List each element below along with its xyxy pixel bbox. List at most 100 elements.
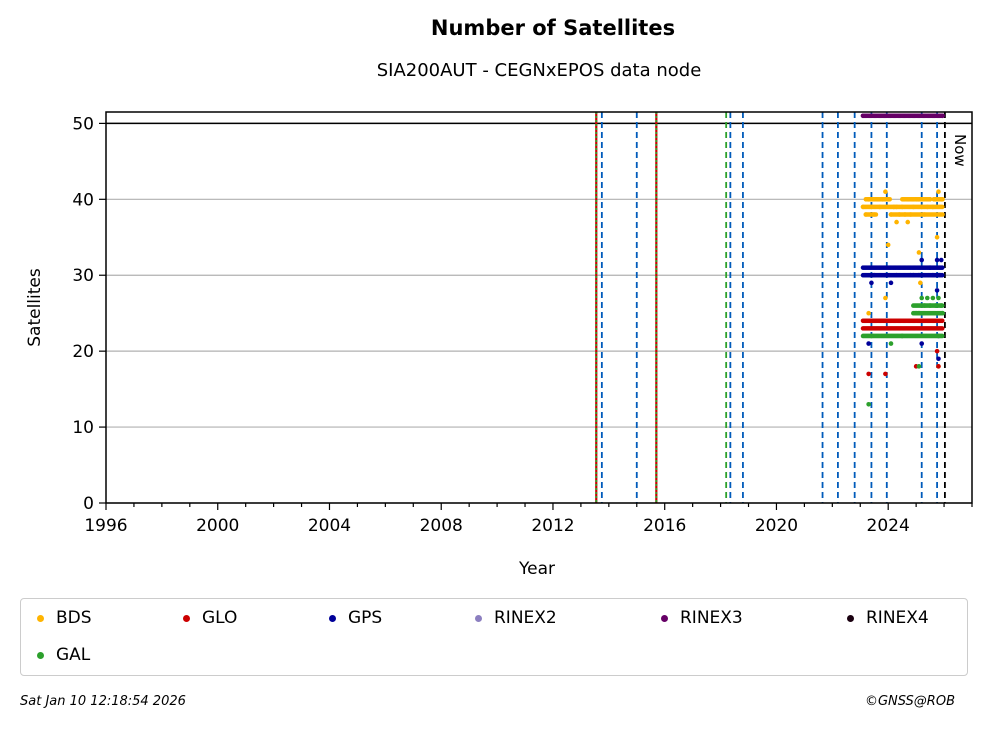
data-point [885, 197, 891, 202]
legend-marker-bds [37, 614, 44, 622]
data-point [916, 272, 922, 278]
legend-marker-rinex4 [847, 614, 854, 622]
x-tick-label: 2008 [420, 516, 463, 536]
legend-label: RINEX3 [680, 608, 743, 628]
legend-item-glo: GLO [183, 607, 237, 629]
data-point [899, 333, 905, 339]
data-point [934, 257, 940, 263]
data-point [940, 113, 945, 119]
x-tick-label: 1996 [84, 516, 127, 536]
legend-label: GAL [56, 645, 91, 665]
data-point [939, 318, 945, 324]
data-point [936, 356, 941, 362]
data-point [919, 257, 925, 263]
data-point [860, 204, 866, 210]
series-glo [860, 318, 945, 377]
y-tick-label: 20 [72, 342, 94, 362]
now-label: Now [951, 134, 969, 167]
legend-label: BDS [56, 608, 92, 628]
satellite-chart: Now 1996 2000 2004 2008 2012 2016 2020 2024 0 10 20… [25, 111, 973, 579]
data-point [930, 295, 936, 301]
data-point [919, 295, 925, 301]
legend-item-rinex4: RINEX4 [847, 607, 929, 629]
data-point [888, 212, 894, 217]
data-point [905, 219, 911, 225]
data-point [919, 341, 925, 346]
data-point [918, 280, 923, 286]
data-point [930, 272, 936, 278]
legend-marker-rinex3 [661, 614, 668, 622]
data-point [938, 257, 944, 263]
data-point [925, 204, 930, 210]
data-point [888, 280, 894, 286]
y-axis-label: Satellites [25, 268, 45, 347]
data-point [936, 295, 941, 301]
y-tick-label: 0 [83, 494, 94, 514]
y-tick-label: 50 [72, 114, 94, 134]
legend-marker-rinex2 [475, 614, 482, 622]
legend-item-gal: GAL [37, 644, 90, 666]
data-point [888, 341, 894, 346]
series-rinex3 [860, 113, 945, 119]
x-tick-label: 2012 [531, 516, 574, 536]
data-point [860, 113, 866, 119]
data-point [866, 341, 871, 346]
data-point [866, 310, 871, 316]
data-point [916, 250, 922, 255]
data-point [880, 197, 885, 202]
plot-frame [105, 111, 973, 504]
x-tick-label: 2024 [867, 516, 910, 536]
y-tick-label: 10 [72, 418, 94, 438]
legend: BDS GLO GPS RINEX2 RINEX3 RINEX4 GAL [20, 598, 968, 676]
chart-subtitle: SIA200AUT - CEGNxEPOS data node [376, 60, 702, 81]
data-point [894, 204, 899, 210]
data-point [937, 272, 943, 278]
data-point [866, 197, 871, 202]
data-point [938, 197, 944, 202]
data-point [936, 189, 941, 195]
y-tick-label: 40 [72, 190, 94, 210]
data-point [894, 219, 899, 225]
data-point [916, 364, 922, 369]
data-point [916, 310, 922, 316]
data-point [885, 242, 891, 248]
data-point [869, 333, 874, 339]
series-bds [860, 189, 945, 369]
data-point [869, 280, 874, 286]
data-point [871, 272, 877, 278]
data-point [874, 197, 880, 202]
data-point [927, 303, 933, 308]
legend-label: GLO [202, 608, 238, 628]
data-point [933, 197, 938, 202]
data-point [934, 234, 940, 240]
series-gps [860, 257, 945, 362]
data-point [894, 272, 899, 278]
data-point [925, 295, 930, 301]
data-point [883, 371, 888, 377]
data-point [939, 204, 945, 210]
chart-title: Number of Satellites [430, 16, 676, 40]
x-tick-label: 2004 [308, 516, 351, 536]
data-point [866, 371, 871, 377]
footer-timestamp: Sat Jan 10 12:18:54 2026 [20, 694, 186, 709]
data-point [934, 348, 940, 354]
data-point [934, 288, 940, 293]
data-point [933, 303, 938, 308]
data-point [908, 212, 913, 217]
data-point [939, 333, 945, 339]
data-point [927, 197, 933, 202]
data-point [939, 265, 945, 270]
data-point [911, 204, 916, 210]
legend-item-gps: GPS [329, 607, 382, 629]
y-tick-label: 30 [72, 266, 94, 286]
data-point [940, 212, 945, 217]
data-point [883, 189, 888, 195]
data-point [938, 303, 944, 308]
data-point [869, 204, 874, 210]
data-point [930, 204, 936, 210]
data-point [871, 212, 877, 217]
legend-marker-gps [329, 614, 336, 622]
data-point [916, 197, 922, 202]
data-point [922, 212, 927, 217]
data-point [911, 272, 916, 278]
